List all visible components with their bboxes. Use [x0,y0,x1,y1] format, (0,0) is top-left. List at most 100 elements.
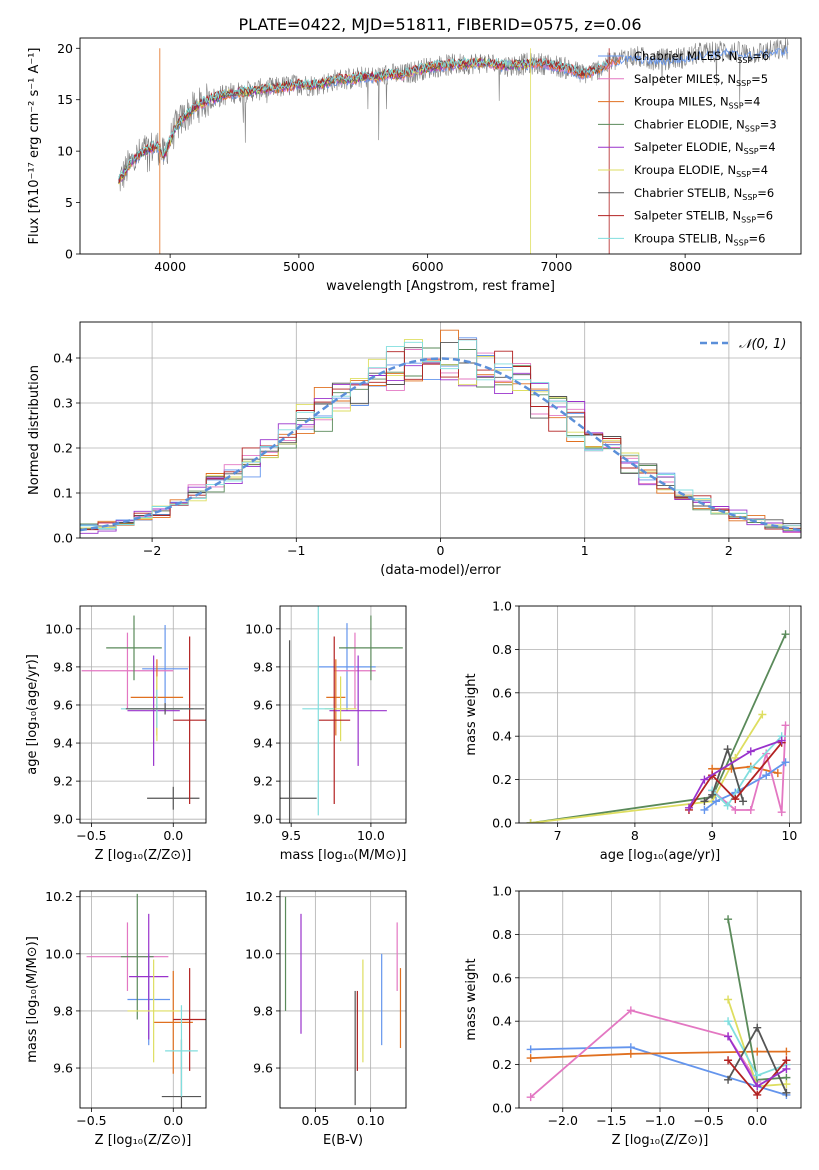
axes-frame [79,890,207,1109]
errorbar-point [329,655,387,766]
legend-suffix: =5 [751,72,768,86]
errorbar-point [318,623,376,711]
weight-marker [723,745,732,754]
legend-text: Kroupa ELODIE, N [634,163,736,177]
legend-text: Chabrier STELIB, N [634,186,742,200]
legend-subscript: SSP [741,216,756,225]
weight-marker [781,758,790,767]
weight-series-line [688,742,783,811]
legend-subscript: SSP [737,56,752,65]
y-tick-label: 10 [57,144,73,159]
x-axis-label: Z [log₁₀(Z/Z⊙)] [95,848,192,863]
weight-marker [526,1093,535,1102]
x-tick-label: −0.5 [693,1113,723,1128]
weight-series-line [530,1046,787,1096]
x-tick-label: −1.0 [645,1113,675,1128]
axes-frame [279,890,407,1109]
x-tick-label: 0.0 [747,1113,767,1128]
weight-series-line [530,1009,758,1098]
y-tick-label: 0.2 [492,772,512,787]
weight-marker [782,1088,791,1097]
age-vs-mass-plot-area [280,606,406,823]
weight-marker [724,1056,733,1065]
y-tick-label: 0.4 [492,1014,512,1029]
legend-suffix: =4 [744,95,761,109]
y-tick-label: 0.2 [492,1057,512,1072]
x-axis-label: Z [log₁₀(Z/Z⊙)] [612,1133,709,1148]
x-tick-label: −0.5 [76,828,106,843]
weight-marker [712,797,721,806]
y-tick-label: 10.2 [245,889,273,904]
y-tick-label: 0.3 [53,396,73,411]
mass-vs-ebv-plot-area [280,891,406,1108]
y-tick-label: 0.6 [492,685,512,700]
y-tick-label: 0.0 [53,531,73,546]
y-tick-label: 10.0 [45,621,73,636]
weight-series-line [530,633,787,823]
y-tick-label: 9.2 [253,774,273,789]
residuals-plot-area [80,322,801,538]
y-tick-label: 9.6 [253,697,273,712]
x-axis-label: E(B-V) [323,1133,363,1148]
legend-subscript: SSP [736,79,751,88]
weight-marker [724,995,733,1004]
y-tick-label: 10.0 [45,946,73,961]
x-axis-label: Z [log₁₀(Z/Z⊙)] [95,1133,192,1148]
mass-vs-Z-plot-area [80,891,206,1108]
weight-marker [782,1056,791,1065]
weight-marker [773,769,782,778]
y-tick-label: 9.0 [53,812,73,827]
mass-vs-ebv-panel: 0.05 0.10 9.6 9.8 10.0 10.2 E(B-V) [245,889,407,1148]
x-tick-label: 0 [437,543,445,558]
y-axis-label: mass weight [464,673,479,755]
legend-suffix: =4 [759,140,776,154]
figure-title: PLATE=0422, MJD=51811, FIBERID=0575, z=0… [238,15,641,34]
legend-suffix: =4 [751,163,768,177]
x-axis-label: mass [log₁₀(M/M⊙)] [280,848,407,863]
weight-marker [762,771,771,780]
legend-text: Salpeter MILES, N [634,72,736,86]
weight-marker [739,797,748,806]
y-tick-label: 10.2 [45,889,73,904]
errorbar-point [339,615,403,681]
errorbar-point [280,640,317,823]
errorbar-point [81,632,174,709]
y-tick-label: 0.4 [53,351,73,366]
legend-text: Chabrier ELODIE, N [634,117,745,131]
y-tick-label: 9.4 [253,736,273,751]
y-tick-label: 9.8 [53,1003,73,1018]
legend-label: Kroupa ELODIE, NSSP=4 [634,163,768,179]
y-axis-label: Normed distribution [27,365,42,495]
age-vs-mass-panel: 9.5 10.0 9.0 9.2 9.4 9.6 9.8 10.0 mass [log₁₀(M/… [245,605,407,863]
y-tick-label: 0.8 [492,642,512,657]
weight-marker [753,1071,762,1080]
y-tick-label: 10.0 [245,621,273,636]
axes-frame [79,605,207,824]
weight-marker [753,1023,762,1032]
legend-label: Salpeter ELODIE, NSSP=4 [634,140,776,156]
weight-marker [782,1080,791,1089]
x-tick-label: 0.0 [163,828,183,843]
residual-legend: 𝒩(0, 1) [700,337,786,352]
y-tick-label: 0.2 [53,441,73,456]
weight-vs-Z-panel: −2.0 −1.5 −1.0 −0.5 0.0 0.0 0.2 0.4 0.6 0.8 1.0 Z [… [464,884,802,1148]
y-tick-label: 0.8 [492,927,512,942]
x-tick-label: 1 [581,543,589,558]
x-tick-label: 5000 [283,259,315,274]
y-tick-label: 9.8 [53,659,73,674]
weight-marker [781,721,790,730]
weight-marker [753,1082,762,1091]
legend-text: Kroupa STELIB, N [634,231,734,245]
weight-marker [724,1075,733,1084]
x-axis-label: age [log₁₀(age/yr)] [600,848,721,863]
weight-marker [526,1054,535,1063]
weight-vs-age-plot-area [519,606,801,823]
x-tick-label: 4000 [154,259,186,274]
residuals-panel: −2 −1 0 1 2 0.0 0.1 0.2 0.3 0.4 (data-model)/error… [27,321,802,578]
weight-marker [746,747,755,756]
weight-marker [753,1090,762,1099]
x-tick-label: 9.5 [281,828,301,843]
weight-marker [700,775,709,784]
x-tick-label: 8000 [669,259,701,274]
weight-marker [700,797,709,806]
